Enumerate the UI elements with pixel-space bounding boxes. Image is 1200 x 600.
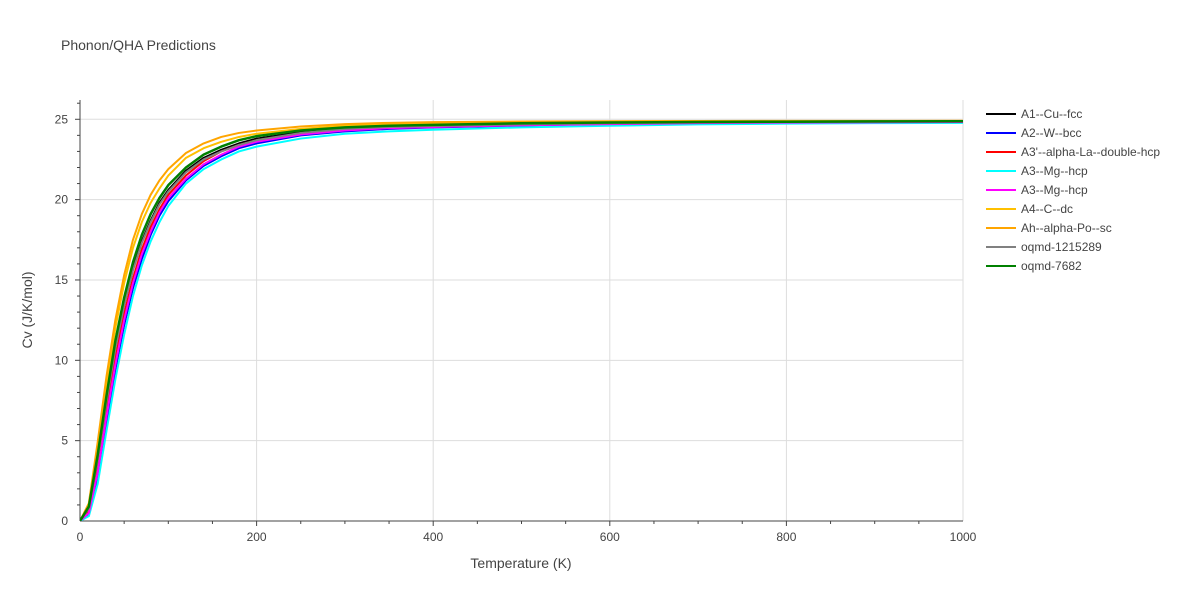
series-line-4 [80,121,963,521]
x-tick-labels: 0 200 400 600 800 1000 [77,530,977,544]
legend-label: A4--C--dc [1021,202,1073,216]
legend-item[interactable]: A3--Mg--hcp [986,183,1088,197]
chart-title: Phonon/QHA Predictions [61,37,216,53]
legend-label: A1--Cu--fcc [1021,107,1082,121]
legend-label: oqmd-1215289 [1021,240,1102,254]
y-tick-label: 0 [61,514,68,528]
series-line-7 [80,119,963,521]
legend-item[interactable]: A3'--alpha-La--double-hcp [986,145,1160,159]
y-tick-label: 5 [61,434,68,448]
x-tick-label: 800 [776,530,796,544]
x-tick-label: 0 [77,530,84,544]
legend-item[interactable]: A2--W--bcc [986,126,1081,140]
series-line-9 [80,119,963,521]
legend[interactable]: A1--Cu--fcc A2--W--bcc A3'--alpha-La--doub… [986,107,1160,273]
legend-label: A3--Mg--hcp [1021,183,1088,197]
legend-label: A2--W--bcc [1021,126,1081,140]
legend-item[interactable]: A4--C--dc [986,202,1073,216]
legend-item[interactable]: oqmd-1215289 [986,240,1102,254]
y-axis-title: Cv (J/K/mol) [19,272,35,349]
legend-item[interactable]: A3--Mg--hcp [986,164,1088,178]
legend-item[interactable]: oqmd-7682 [986,259,1082,273]
legend-label: Ah--alpha-Po--sc [1021,221,1112,235]
series-lines [80,119,963,521]
y-tick-label: 25 [55,112,69,126]
legend-item[interactable]: Ah--alpha-Po--sc [986,221,1112,235]
y-tick-label: 20 [55,193,69,207]
legend-item[interactable]: A1--Cu--fcc [986,107,1082,121]
x-axis-title: Temperature (K) [470,555,571,571]
x-tick-label: 1000 [950,530,977,544]
y-tick-label: 15 [55,273,69,287]
legend-label: A3'--alpha-La--double-hcp [1021,145,1160,159]
x-tick-label: 400 [423,530,443,544]
axes [75,100,963,526]
legend-label: oqmd-7682 [1021,259,1082,273]
y-tick-labels: 0 5 10 15 20 25 [55,112,69,528]
x-tick-label: 600 [600,530,620,544]
y-tick-label: 10 [55,353,69,367]
x-tick-label: 200 [247,530,267,544]
legend-label: A3--Mg--hcp [1021,164,1088,178]
gridlines [80,100,964,521]
